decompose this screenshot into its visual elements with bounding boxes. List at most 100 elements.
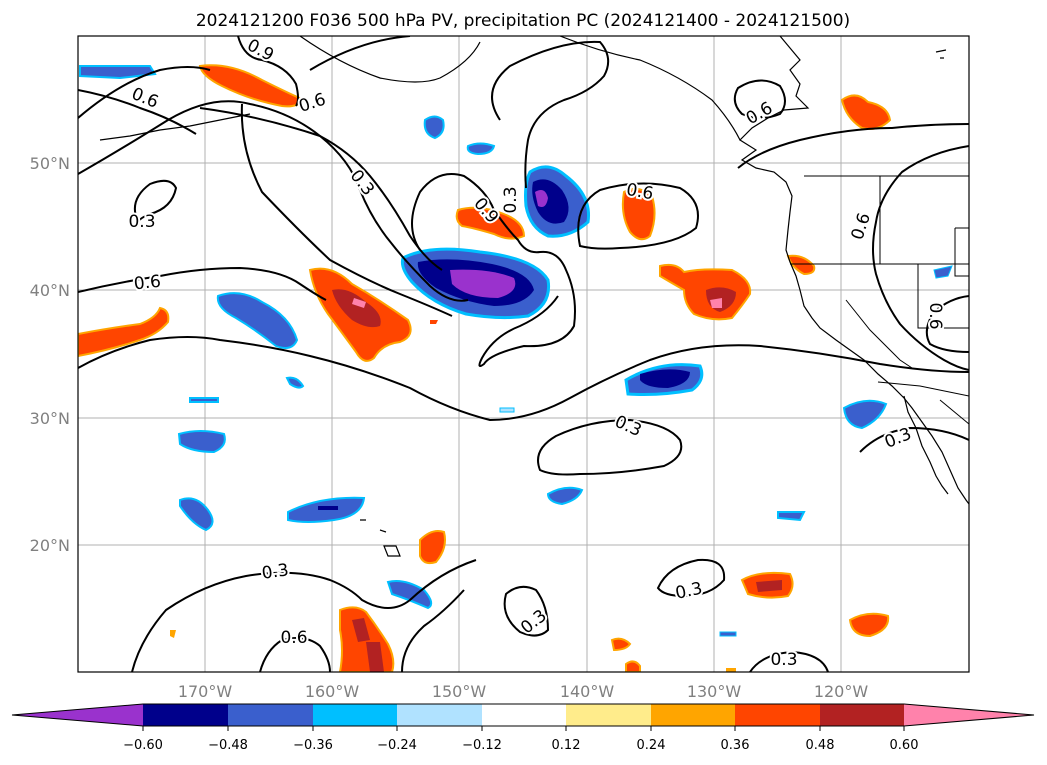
pv-contour-0.6	[577, 182, 699, 250]
precip-negative-area	[842, 399, 888, 430]
contour-label: 0.3	[261, 560, 291, 584]
lon-tick-label: 160°W	[305, 682, 360, 701]
precip-positive-core	[352, 618, 370, 642]
precip-positive-area	[786, 254, 816, 276]
north-america-coast	[739, 36, 969, 505]
colorbar-segment	[566, 704, 651, 726]
colorbar-tick-label: 0.12	[552, 738, 581, 753]
map-area	[78, 36, 969, 672]
precip-negative-area	[933, 265, 953, 279]
colorbar-segment	[143, 704, 228, 726]
precip-negative-area	[546, 486, 584, 506]
baja-coast	[903, 395, 949, 495]
map-title: 2024121200 F036 500 hPa PV, precipitatio…	[196, 11, 850, 31]
pv-contour-0.6	[78, 266, 327, 301]
pv-contour-0.6	[259, 637, 331, 672]
lat-tick-label: 50°N	[30, 154, 70, 173]
pv-contour-0.3	[240, 103, 453, 317]
precip-negative-core	[318, 506, 338, 510]
pv-contour-0.3	[131, 559, 477, 672]
pv-contour-0.6	[78, 89, 197, 135]
contour-label: 0.3	[501, 186, 521, 213]
lon-tick-label: 130°W	[687, 682, 742, 701]
colorbar-tick-label: −0.60	[123, 738, 163, 753]
precip-negative-area	[189, 397, 219, 403]
precip-positive-area	[726, 668, 736, 672]
colorbar-tick-label: −0.48	[208, 738, 248, 753]
precip-negative-area	[179, 497, 214, 532]
precip-negative-area	[285, 376, 305, 389]
pv-contour-0.6	[737, 123, 969, 169]
colorbar-tick-label: −0.36	[293, 738, 333, 753]
colorbar-segment	[820, 704, 904, 726]
colorbar-segment	[482, 704, 566, 726]
lat-tick-label: 20°N	[30, 536, 70, 555]
precip-negative-area	[777, 511, 806, 522]
state-border	[845, 299, 913, 369]
precip-positive-core	[756, 580, 782, 592]
pv-contour-0.6	[872, 145, 969, 371]
precip-negative-core	[450, 269, 516, 298]
colorbar-segment	[313, 704, 397, 726]
colorbar-segment	[651, 704, 735, 726]
pv-contour-0.3	[78, 336, 969, 422]
canada-islands	[935, 49, 947, 59]
precip-positive-area	[419, 530, 446, 565]
precip-negative-area	[499, 407, 515, 413]
pv-contour-0.6	[78, 66, 211, 119]
colorbar-tick-label: 0.24	[637, 738, 666, 753]
pv-contour-0.3	[134, 179, 178, 225]
longitude-labels: 170°W 160°W 150°W 140°W 130°W 120°W	[178, 682, 869, 701]
precip-positive-area	[610, 637, 632, 652]
colorbar-ticks: −0.60 −0.48 −0.36 −0.24 −0.12 0.12 0.24 …	[123, 726, 918, 753]
precip-negative-area	[386, 580, 433, 610]
colorbar-tick-label: 0.48	[806, 738, 835, 753]
pv-contour-0.6	[925, 295, 969, 353]
precip-positive-area	[625, 660, 641, 672]
colorbar-segment	[735, 704, 820, 726]
contour-label: 0.3	[770, 650, 797, 670]
colorbar-right-extend	[904, 704, 1034, 726]
contour-label: 0.6	[925, 302, 945, 329]
pv-contours	[78, 36, 969, 672]
colorbar-tick-label: 0.60	[890, 738, 919, 753]
alaska-coast	[559, 36, 741, 141]
pv-contour-0.3	[749, 650, 829, 672]
precip-negative-area	[719, 631, 737, 637]
pv-contour-0.9	[411, 173, 576, 367]
pv-contour-0.3	[859, 426, 969, 453]
precip-positive-peak	[352, 298, 366, 308]
pv-contour-0.3	[401, 589, 465, 672]
precip-positive-area	[848, 612, 890, 638]
contour-label: 0.3	[128, 212, 155, 232]
contour-label: 0.6	[133, 272, 162, 295]
hawaii-islands	[360, 519, 401, 557]
state-border	[939, 399, 969, 425]
aleutian-islands	[99, 113, 251, 141]
political-borders	[790, 175, 969, 425]
lon-tick-label: 140°W	[560, 682, 615, 701]
pv-contour-0.3	[656, 558, 726, 598]
state-border	[917, 264, 969, 329]
precip-negative-area	[177, 430, 226, 454]
pv-contour-0.6	[309, 36, 411, 71]
precip-negative-area	[216, 292, 299, 349]
precip-positive-area	[621, 187, 656, 241]
precip-positive-area	[840, 94, 892, 130]
colorbar-segment	[397, 704, 482, 726]
lon-tick-label: 170°W	[178, 682, 233, 701]
precip-negative-area	[423, 115, 445, 140]
precip-negative-area	[466, 142, 496, 156]
pv-contour-0.3	[78, 100, 469, 302]
precip-positive-core	[332, 289, 381, 328]
lat-tick-label: 30°N	[30, 409, 70, 428]
precip-fields	[78, 64, 953, 672]
lon-tick-label: 120°W	[814, 682, 869, 701]
pv-contour-0.3	[491, 40, 610, 189]
precip-positive-area	[430, 320, 438, 324]
map-frame	[77, 35, 970, 673]
state-border	[954, 227, 969, 277]
colorbar: −0.60 −0.48 −0.36 −0.24 −0.12 0.12 0.24 …	[11, 703, 1035, 753]
precip-negative-core	[535, 190, 548, 207]
